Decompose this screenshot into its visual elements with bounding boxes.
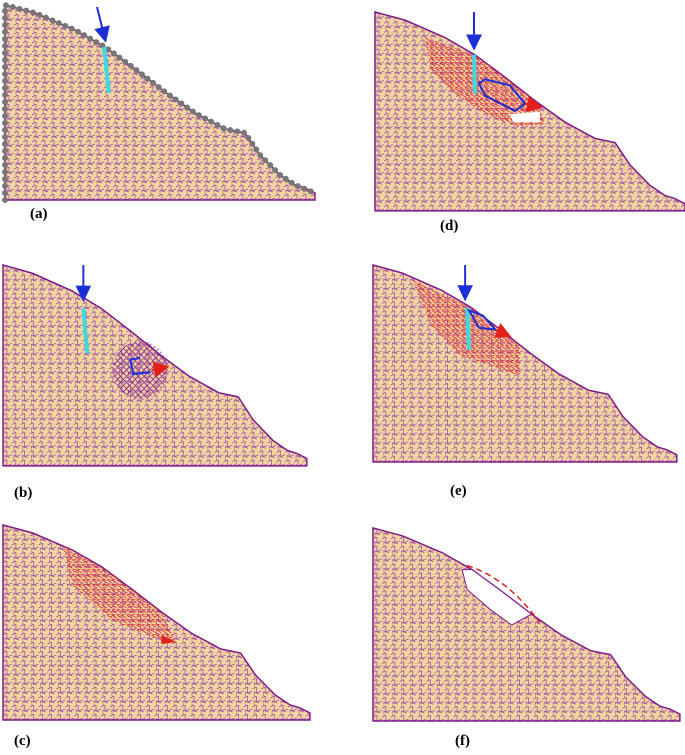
panel-c: [2, 524, 311, 721]
panel-f: [372, 527, 681, 722]
panel-label: (d): [440, 218, 458, 234]
panel-e: [372, 264, 678, 463]
panel-b: [2, 264, 308, 467]
panel-label: (e): [450, 483, 467, 499]
panel-label: (b): [14, 485, 32, 501]
panel-d: [374, 11, 685, 212]
panel-a: [2, 1, 318, 203]
panel-label: (f): [455, 733, 470, 749]
panel-label: (c): [14, 733, 31, 749]
panel-label: (a): [30, 206, 48, 222]
